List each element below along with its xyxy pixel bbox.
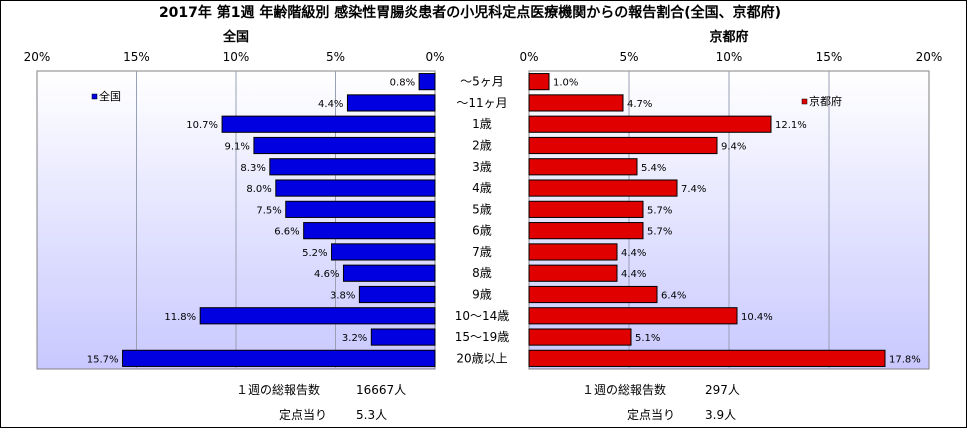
national-tick-label: 5%	[326, 50, 345, 64]
national-per-value: 5.3人	[356, 408, 388, 422]
kyoto-bar	[528, 222, 644, 240]
kyoto-tick-label: 20%	[916, 50, 943, 64]
national-legend-swatch	[91, 93, 98, 100]
national-bar	[342, 264, 436, 282]
kyoto-tick-label: 15%	[816, 50, 843, 64]
national-data-label: 6.6%	[274, 227, 299, 238]
category-label: 1歳	[472, 117, 492, 131]
kyoto-bar	[528, 94, 624, 112]
national-tick-label: 20%	[24, 50, 51, 64]
kyoto-per-value: 3.9人	[705, 408, 737, 422]
national-bar	[275, 179, 436, 197]
kyoto-data-label: 5.7%	[647, 205, 672, 216]
national-bar	[418, 73, 436, 91]
category-label: 4歳	[472, 181, 492, 195]
kyoto-bar	[528, 307, 738, 325]
kyoto-data-label: 12.1%	[775, 120, 807, 131]
kyoto-bar	[528, 115, 772, 133]
kyoto-bar	[528, 179, 678, 197]
kyoto-legend-label: 京都府	[809, 94, 842, 108]
national-bar	[331, 243, 436, 261]
national-tick-label: 15%	[123, 50, 150, 64]
kyoto-data-label: 17.8%	[889, 354, 921, 365]
kyoto-bar	[528, 285, 658, 304]
kyoto-per-label: 定点当り	[627, 408, 676, 422]
national-bar	[358, 285, 436, 304]
category-label: ～5ヶ月	[460, 75, 504, 89]
kyoto-data-label: 4.4%	[621, 248, 646, 259]
kyoto-data-label: 7.4%	[681, 184, 706, 195]
kyoto-total-label: １週の総報告数	[582, 383, 667, 397]
national-total-label: １週の総報告数	[236, 383, 321, 397]
national-bar	[303, 222, 436, 240]
national-tick-label: 10%	[223, 50, 250, 64]
category-label: 6歳	[472, 224, 492, 238]
national-data-label: 7.5%	[256, 205, 281, 216]
category-label: 5歳	[472, 202, 492, 216]
category-label: 2歳	[472, 139, 492, 153]
kyoto-data-label: 10.4%	[741, 312, 773, 323]
national-data-label: 0.8%	[390, 78, 415, 89]
national-data-label: 4.4%	[318, 99, 343, 110]
kyoto-bar	[528, 264, 618, 282]
kyoto-bar	[528, 158, 638, 176]
national-data-label: 8.3%	[240, 163, 265, 174]
chart-main-title: 2017年 第1週 年齢階級別 感染性胃腸炎患者の小児科定点医療機関からの報告割…	[159, 4, 781, 21]
national-per-label: 定点当り	[279, 408, 328, 422]
national-bar	[370, 328, 436, 346]
kyoto-data-label: 4.7%	[627, 99, 652, 110]
national-data-label: 10.7%	[186, 120, 218, 131]
national-data-label: 9.1%	[225, 142, 250, 153]
kyoto-data-label: 5.7%	[647, 227, 672, 238]
national-bar	[285, 200, 436, 218]
national-tick-label: 0%	[425, 50, 444, 64]
category-label: 15～19歳	[455, 330, 510, 344]
kyoto-bar	[528, 243, 618, 261]
national-data-label: 15.7%	[87, 354, 119, 365]
kyoto-data-label: 1.0%	[553, 78, 578, 89]
national-bar	[253, 136, 436, 155]
national-total-value: 16667人	[356, 383, 407, 397]
national-bar	[221, 115, 436, 133]
national-data-label: 4.6%	[314, 269, 339, 280]
kyoto-bar	[528, 136, 718, 155]
kyoto-data-label: 5.4%	[641, 163, 666, 174]
kyoto-panel-title: 京都府	[709, 29, 748, 45]
kyoto-tick-label: 5%	[619, 50, 638, 64]
kyoto-legend-swatch	[801, 98, 808, 105]
kyoto-bar	[528, 349, 886, 367]
kyoto-data-label: 6.4%	[661, 291, 686, 302]
category-label: ～11ヶ月	[456, 96, 507, 110]
national-data-label: 11.8%	[164, 312, 196, 323]
category-label: 7歳	[472, 245, 492, 259]
national-bar	[269, 158, 436, 176]
kyoto-total-value: 297人	[705, 383, 740, 397]
kyoto-data-label: 4.4%	[621, 269, 646, 280]
category-label: 20歳以上	[456, 351, 507, 365]
kyoto-data-label: 9.4%	[721, 142, 746, 153]
kyoto-tick-label: 10%	[716, 50, 743, 64]
national-bar	[346, 94, 436, 112]
kyoto-bar	[528, 200, 644, 218]
national-bar	[199, 307, 436, 325]
national-data-label: 8.0%	[246, 184, 271, 195]
category-label: 10～14歳	[455, 309, 510, 323]
national-bar	[122, 349, 436, 367]
category-label: 3歳	[472, 160, 492, 174]
kyoto-data-label: 5.1%	[635, 333, 660, 344]
national-data-label: 5.2%	[302, 248, 327, 259]
national-legend-label: 全国	[99, 89, 121, 103]
kyoto-tick-label: 0%	[519, 50, 538, 64]
national-panel-title: 全国	[222, 29, 249, 45]
national-data-label: 3.8%	[330, 291, 355, 302]
category-label: 9歳	[472, 288, 492, 302]
category-label: 8歳	[472, 266, 492, 280]
national-data-label: 3.2%	[342, 333, 367, 344]
kyoto-bar	[528, 328, 632, 346]
kyoto-bar	[528, 73, 550, 91]
